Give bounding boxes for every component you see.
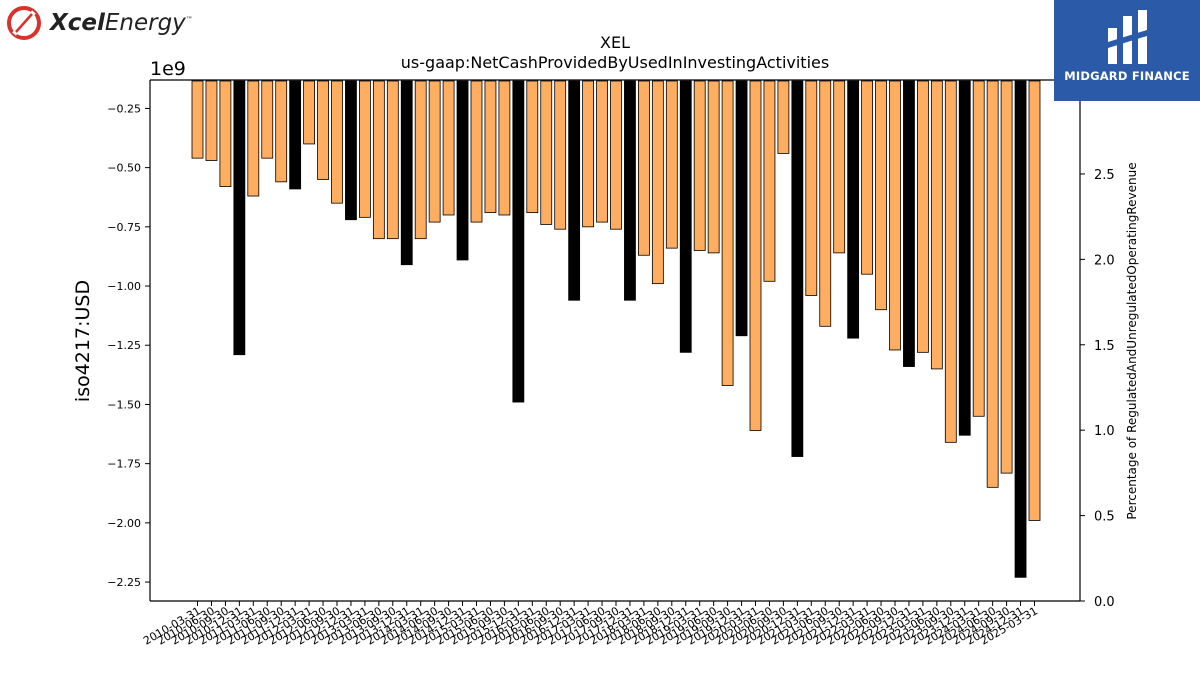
quarter-bar <box>582 80 594 228</box>
midgard-logo-icon <box>1108 10 1147 64</box>
quarter-bar <box>554 80 567 230</box>
quarter-bar <box>930 80 943 370</box>
y-axis-label: iso4217:USD <box>72 280 94 402</box>
quarter-bar <box>917 80 929 353</box>
annual-bar <box>1014 80 1027 578</box>
company-logo: XcelEnergy™ <box>6 4 206 44</box>
quarter-bar <box>540 80 553 225</box>
quarter-bar <box>861 80 873 275</box>
quarter-bar <box>247 80 260 197</box>
quarter-bar <box>819 80 832 327</box>
y2-tick-label: 2.0 <box>1094 253 1115 268</box>
y-tick-label: −2.00 <box>107 517 141 530</box>
annual-bar <box>289 80 302 190</box>
quarter-bar <box>261 80 274 159</box>
annual-bar <box>345 80 357 221</box>
quarter-bar <box>317 80 329 180</box>
quarter-bar <box>414 80 427 240</box>
quarter-bar <box>707 80 720 254</box>
quarter-bar <box>972 80 985 417</box>
quarter-bar <box>191 80 204 159</box>
company-logo-bold: Xcel <box>50 10 105 36</box>
quarter-bar <box>986 80 999 488</box>
quarter-bar <box>303 80 316 145</box>
annual-bar <box>958 80 971 436</box>
quarter-bar <box>721 80 734 386</box>
quarter-bar <box>777 80 790 154</box>
quarter-bar <box>275 80 288 183</box>
y-tick-label: −0.75 <box>107 221 141 234</box>
y2-tick-label: 1.0 <box>1094 424 1115 439</box>
quarter-bar <box>651 80 664 285</box>
quarter-bar <box>428 80 441 223</box>
annual-bar <box>903 80 915 367</box>
quarter-bar <box>693 80 706 251</box>
annual-bar <box>512 80 525 403</box>
y2-tick-label: 0.5 <box>1094 510 1115 525</box>
quarter-bar <box>1028 80 1041 521</box>
quarter-bar <box>833 80 846 254</box>
quarter-bar <box>638 80 650 256</box>
quarter-bar <box>596 80 608 223</box>
annual-bar <box>735 80 748 337</box>
quarter-bar <box>944 80 957 443</box>
annual-bar <box>233 80 246 356</box>
y-tick-label: −1.50 <box>107 398 141 411</box>
chart-title: XEL <box>600 33 630 52</box>
y-tick-label: −2.25 <box>107 576 141 589</box>
y-tick-label: −1.00 <box>107 280 141 293</box>
brand-block: MIDGARD FINANCE <box>1054 0 1200 101</box>
quarter-bar <box>358 80 371 218</box>
quarter-bar <box>526 80 539 214</box>
annual-bar <box>400 80 413 266</box>
quarter-bar <box>372 80 385 240</box>
annual-bar <box>679 80 692 353</box>
annual-bar <box>624 80 636 301</box>
y2-tick-label: 2.5 <box>1094 168 1115 183</box>
quarter-bar <box>665 80 678 249</box>
annual-bar <box>456 80 469 261</box>
xcel-swirl-icon <box>7 6 41 40</box>
brand-label: MIDGARD FINANCE <box>1064 69 1190 83</box>
company-logo-rest: Energy <box>104 10 186 36</box>
y-tick-label: −0.25 <box>107 102 141 115</box>
y2-tick-label: 0.0 <box>1094 595 1115 610</box>
company-logo-mark: ™ <box>185 15 193 24</box>
y-offset-label: 1e9 <box>150 58 186 80</box>
annual-bar <box>791 80 804 457</box>
quarter-bar <box>442 80 455 216</box>
company-logo-text: XcelEnergy™ <box>50 10 193 36</box>
y2-axis-label: Percentage of RegulatedAndUnregulatedOpe… <box>1125 162 1139 519</box>
y2-tick-label: 1.5 <box>1094 339 1115 354</box>
y-tick-label: −1.75 <box>107 458 141 471</box>
annual-bar <box>568 80 581 301</box>
quarter-bar <box>1000 80 1013 474</box>
quarter-bar <box>610 80 622 230</box>
annual-bar <box>847 80 860 339</box>
quarter-bar <box>749 80 762 431</box>
y-tick-label: −1.25 <box>107 339 141 352</box>
quarter-bar <box>498 80 511 216</box>
quarter-bar <box>470 80 483 223</box>
quarter-bar <box>763 80 776 282</box>
quarter-bar <box>889 80 901 351</box>
quarter-bar <box>205 80 218 161</box>
quarter-bar <box>219 80 232 187</box>
chart-subtitle: us-gaap:NetCashProvidedByUsedInInvesting… <box>401 53 829 72</box>
quarter-bar <box>331 80 343 204</box>
y-tick-label: −0.50 <box>107 162 141 175</box>
bars-layer <box>191 80 1041 578</box>
quarter-bar <box>875 80 887 311</box>
quarter-bar <box>386 80 399 240</box>
quarter-bar <box>805 80 818 296</box>
quarter-bar <box>484 80 497 214</box>
